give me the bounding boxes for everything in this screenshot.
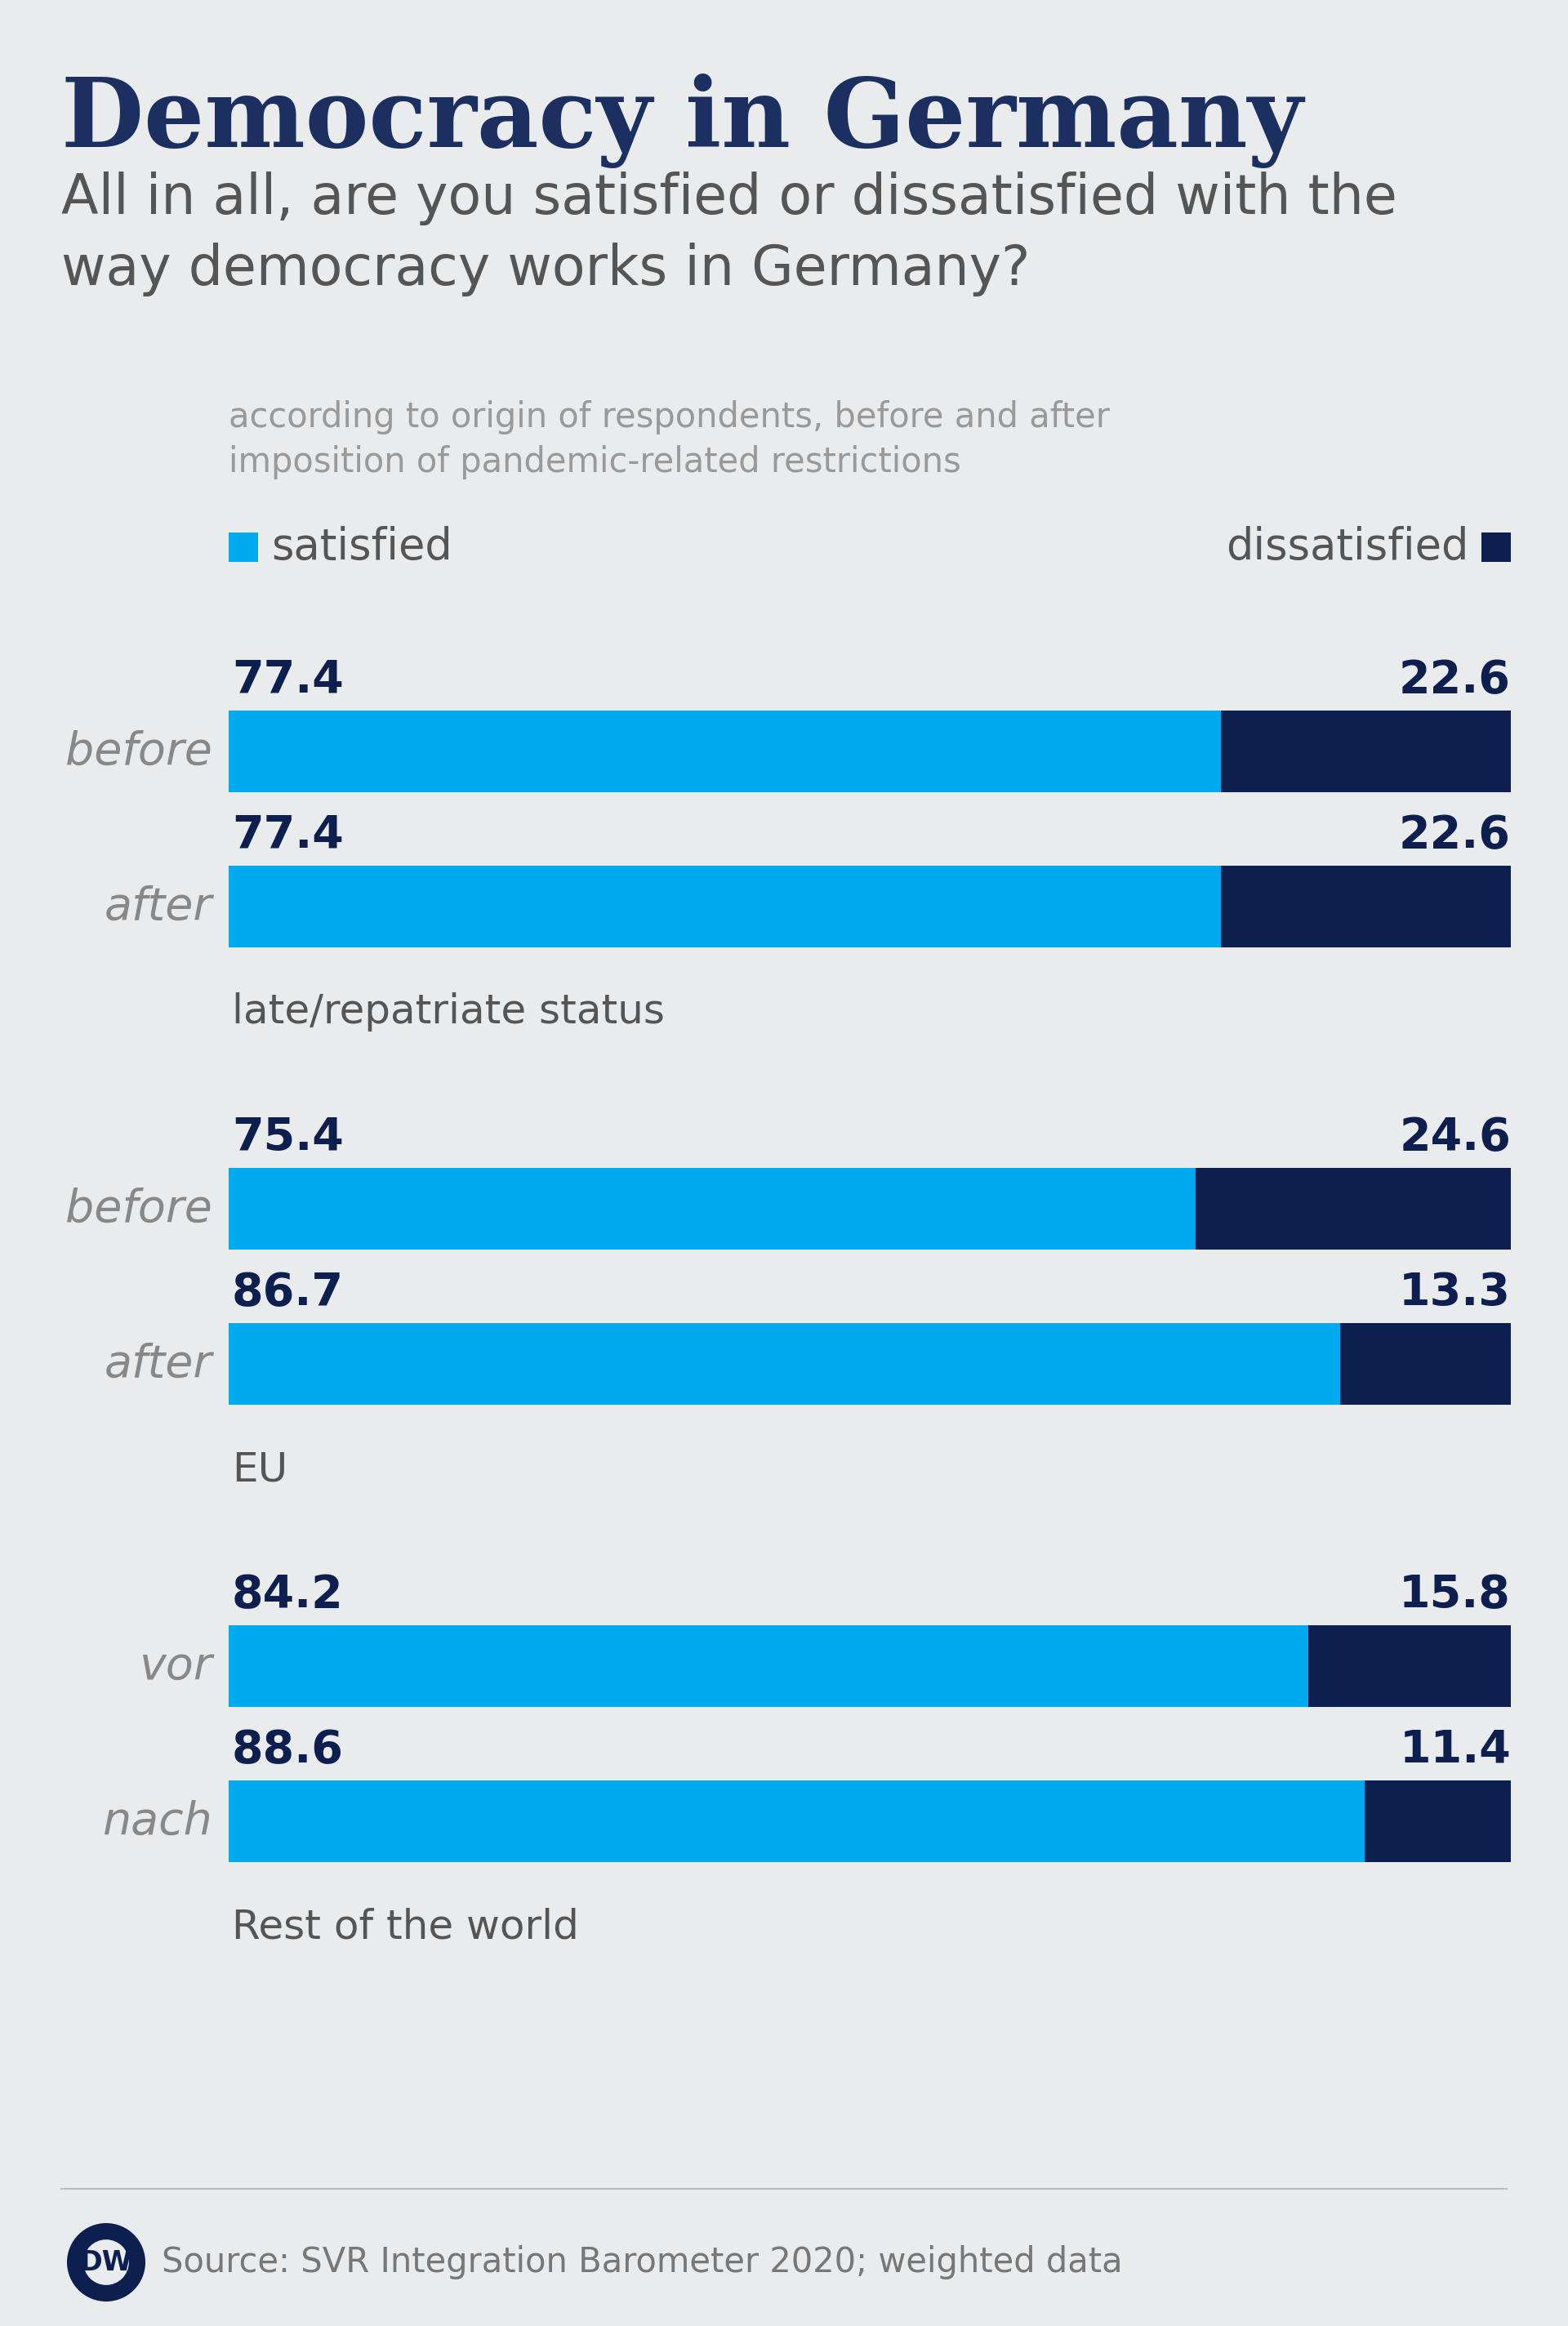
Text: late/repatriate status: late/repatriate status (232, 993, 665, 1030)
Text: 13.3: 13.3 (1399, 1270, 1512, 1314)
Bar (1221, 865, 1512, 947)
Text: 77.4: 77.4 (232, 658, 343, 702)
Text: 22.6: 22.6 (1399, 814, 1512, 858)
Bar (229, 533, 259, 563)
Circle shape (67, 2224, 146, 2300)
Text: before: before (66, 730, 212, 772)
Text: DW: DW (80, 2249, 133, 2275)
Text: satisfied: satisfied (271, 526, 452, 568)
Text: 15.8: 15.8 (1399, 1572, 1512, 1617)
Text: after: after (105, 1342, 212, 1386)
Bar (229, 1168, 1195, 1249)
Text: All in all, are you satisfied or dissatisfied with the
way democracy works in Ge: All in all, are you satisfied or dissati… (61, 172, 1397, 295)
Text: Democracy in Germany: Democracy in Germany (61, 74, 1303, 167)
Text: 77.4: 77.4 (232, 814, 343, 858)
Bar (1482, 533, 1512, 563)
Bar (229, 709, 1221, 793)
Bar (1364, 1779, 1512, 1863)
Text: according to origin of respondents, before and after
imposition of pandemic-rela: according to origin of respondents, befo… (229, 400, 1110, 479)
Bar (229, 1323, 1341, 1405)
Text: 24.6: 24.6 (1399, 1116, 1512, 1161)
Text: nach: nach (102, 1800, 212, 1842)
Text: 22.6: 22.6 (1399, 658, 1512, 702)
Bar (1341, 1323, 1512, 1405)
Text: vor: vor (140, 1644, 212, 1689)
Text: Source: SVR Integration Barometer 2020; weighted data: Source: SVR Integration Barometer 2020; … (162, 2245, 1123, 2279)
Text: EU: EU (232, 1449, 287, 1489)
Text: 11.4: 11.4 (1399, 1728, 1512, 1772)
Text: after: after (105, 884, 212, 928)
Text: 75.4: 75.4 (232, 1116, 343, 1161)
Text: 84.2: 84.2 (232, 1572, 343, 1617)
Bar (1195, 1168, 1512, 1249)
Circle shape (83, 2240, 129, 2284)
Text: 88.6: 88.6 (232, 1728, 343, 1772)
Bar (1221, 709, 1512, 793)
Text: Rest of the world: Rest of the world (232, 1907, 579, 1947)
Bar (229, 865, 1221, 947)
Text: dissatisfied: dissatisfied (1226, 526, 1468, 568)
Bar (1308, 1626, 1512, 1707)
Bar (229, 1626, 1308, 1707)
Text: 86.7: 86.7 (232, 1270, 343, 1314)
Bar (229, 1779, 1364, 1863)
Text: before: before (66, 1186, 212, 1230)
